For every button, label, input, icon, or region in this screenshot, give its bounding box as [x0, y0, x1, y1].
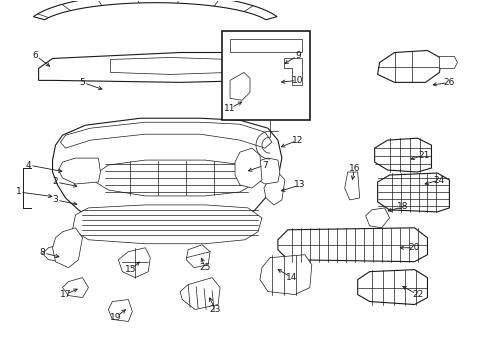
Text: 13: 13	[294, 180, 306, 189]
Polygon shape	[260, 255, 312, 294]
Text: 19: 19	[110, 313, 121, 322]
Text: 7: 7	[262, 161, 268, 170]
Polygon shape	[33, 0, 277, 20]
Polygon shape	[52, 228, 82, 268]
Polygon shape	[358, 270, 427, 305]
Text: 9: 9	[295, 51, 301, 60]
Text: 3: 3	[52, 195, 58, 204]
Polygon shape	[96, 160, 255, 196]
Polygon shape	[378, 173, 449, 212]
Polygon shape	[278, 228, 427, 262]
Polygon shape	[440, 57, 457, 68]
Polygon shape	[375, 138, 432, 172]
Text: 4: 4	[26, 161, 31, 170]
Polygon shape	[378, 50, 441, 82]
Text: 8: 8	[40, 248, 46, 257]
Polygon shape	[235, 148, 262, 188]
Text: 5: 5	[79, 78, 85, 87]
Polygon shape	[284, 58, 302, 85]
Text: 26: 26	[444, 78, 455, 87]
Text: 24: 24	[434, 176, 445, 185]
Text: 18: 18	[397, 202, 408, 211]
Text: 10: 10	[292, 76, 304, 85]
Text: 14: 14	[286, 273, 297, 282]
Polygon shape	[39, 53, 278, 82]
Polygon shape	[264, 172, 285, 205]
Text: 6: 6	[33, 51, 39, 60]
Text: 11: 11	[224, 104, 236, 113]
Text: 25: 25	[199, 263, 211, 272]
Polygon shape	[119, 248, 150, 278]
Text: 22: 22	[412, 290, 423, 299]
Polygon shape	[58, 158, 100, 184]
Polygon shape	[43, 244, 71, 262]
Text: 17: 17	[60, 290, 71, 299]
Text: 16: 16	[349, 163, 361, 172]
Polygon shape	[108, 300, 132, 321]
Text: 23: 23	[209, 305, 221, 314]
Polygon shape	[73, 205, 262, 244]
Bar	[222, 31, 310, 120]
Polygon shape	[63, 278, 89, 298]
Text: 20: 20	[409, 243, 420, 252]
Polygon shape	[345, 172, 360, 200]
Polygon shape	[186, 245, 210, 268]
Polygon shape	[110, 58, 230, 75]
Polygon shape	[61, 122, 272, 148]
Text: 21: 21	[419, 150, 430, 159]
Text: 12: 12	[292, 136, 303, 145]
Polygon shape	[366, 208, 390, 228]
Polygon shape	[52, 118, 282, 240]
Text: 1: 1	[16, 188, 22, 197]
Text: 15: 15	[124, 265, 136, 274]
Polygon shape	[230, 39, 302, 53]
Polygon shape	[252, 158, 280, 184]
Polygon shape	[230, 72, 250, 100]
Text: 2: 2	[53, 177, 58, 186]
Polygon shape	[180, 278, 220, 310]
